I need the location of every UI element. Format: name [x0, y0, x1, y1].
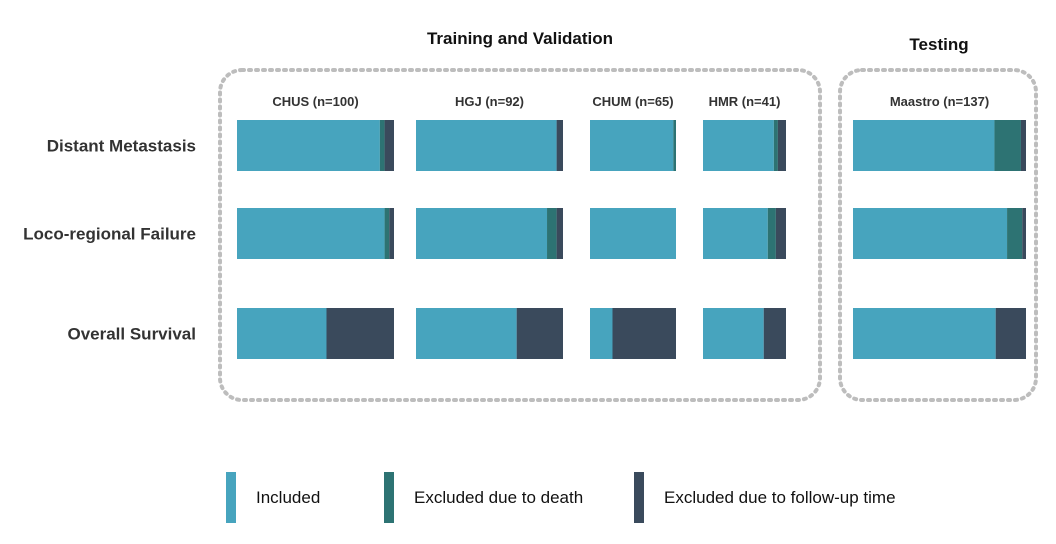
- group-title-testing: Testing: [909, 35, 968, 54]
- cohort-label-chus: CHUS (n=100): [272, 94, 358, 109]
- bar-overall-survival-chum-excluded-due-to-follow-up-time: [612, 308, 676, 359]
- bar-overall-survival-hgj-excluded-due-to-follow-up-time: [516, 308, 563, 359]
- bar-loco-regional-failure-chus-excluded-due-to-death: [384, 208, 390, 259]
- bar-loco-regional-failure-hgj-excluded-due-to-death: [547, 208, 557, 259]
- cohort-label-chum: CHUM (n=65): [592, 94, 673, 109]
- bar-loco-regional-failure-hmr-included: [703, 208, 768, 259]
- bar-loco-regional-failure-hmr-excluded-due-to-death: [767, 208, 776, 259]
- bar-overall-survival-chum-included: [590, 308, 613, 359]
- group-frame-training-and-validation: [218, 68, 822, 402]
- bar-loco-regional-failure-chum-included: [590, 208, 676, 259]
- bar-distant-metastasis-chus-excluded-due-to-follow-up-time: [384, 120, 394, 171]
- bar-overall-survival-maastro-included: [853, 308, 996, 359]
- bar-overall-survival-chus-included: [237, 308, 327, 359]
- bar-distant-metastasis-maastro-included: [853, 120, 995, 171]
- bar-loco-regional-failure-chus-excluded-due-to-follow-up-time: [389, 208, 394, 259]
- outcome-label-loco-regional-failure: Loco-regional Failure: [23, 225, 196, 244]
- bar-distant-metastasis-maastro-excluded-due-to-follow-up-time: [1020, 120, 1026, 171]
- outcome-label-overall-survival: Overall Survival: [67, 325, 196, 344]
- legend-swatch-excluded-due-to-death: [384, 472, 394, 523]
- bar-overall-survival-hmr-included: [703, 308, 764, 359]
- group-frame-testing: [838, 68, 1038, 402]
- bar-distant-metastasis-hmr-excluded-due-to-death: [773, 120, 778, 171]
- legend-label-excluded-due-to-death: Excluded due to death: [414, 488, 583, 507]
- bar-overall-survival-hgj-included: [416, 308, 517, 359]
- legend-label-included: Included: [256, 488, 320, 507]
- bar-distant-metastasis-chum-excluded-due-to-death: [673, 120, 676, 171]
- legend-swatch-excluded-due-to-follow-up-time: [634, 472, 644, 523]
- group-title-training-and-validation: Training and Validation: [427, 29, 613, 48]
- bar-distant-metastasis-hgj-excluded-due-to-follow-up-time: [556, 120, 563, 171]
- bar-loco-regional-failure-maastro-excluded-due-to-death: [1007, 208, 1023, 259]
- bar-loco-regional-failure-hgj-excluded-due-to-follow-up-time: [556, 208, 563, 259]
- cohort-label-hmr: HMR (n=41): [709, 94, 781, 109]
- bar-loco-regional-failure-chus-included: [237, 208, 385, 259]
- bar-distant-metastasis-chus-included: [237, 120, 380, 171]
- bar-distant-metastasis-chus-excluded-due-to-death: [379, 120, 385, 171]
- bar-overall-survival-chus-excluded-due-to-follow-up-time: [326, 308, 394, 359]
- legend-label-excluded-due-to-follow-up-time: Excluded due to follow-up time: [664, 488, 896, 507]
- bar-loco-regional-failure-maastro-included: [853, 208, 1008, 259]
- cohort-label-hgj: HGJ (n=92): [455, 94, 524, 109]
- bar-distant-metastasis-chum-included: [590, 120, 674, 171]
- legend-swatch-included: [226, 472, 236, 523]
- bar-loco-regional-failure-hmr-excluded-due-to-follow-up-time: [775, 208, 786, 259]
- bar-distant-metastasis-maastro-excluded-due-to-death: [994, 120, 1021, 171]
- bar-loco-regional-failure-maastro-excluded-due-to-follow-up-time: [1022, 208, 1026, 259]
- bar-loco-regional-failure-hgj-included: [416, 208, 548, 259]
- bar-distant-metastasis-hgj-included: [416, 120, 557, 171]
- bar-overall-survival-maastro-excluded-due-to-follow-up-time: [995, 308, 1026, 359]
- bar-distant-metastasis-hmr-excluded-due-to-follow-up-time: [777, 120, 786, 171]
- outcome-label-distant-metastasis: Distant Metastasis: [47, 137, 196, 156]
- bar-overall-survival-hmr-excluded-due-to-follow-up-time: [763, 308, 786, 359]
- cohort-label-maastro: Maastro (n=137): [890, 94, 989, 109]
- bar-distant-metastasis-hmr-included: [703, 120, 774, 171]
